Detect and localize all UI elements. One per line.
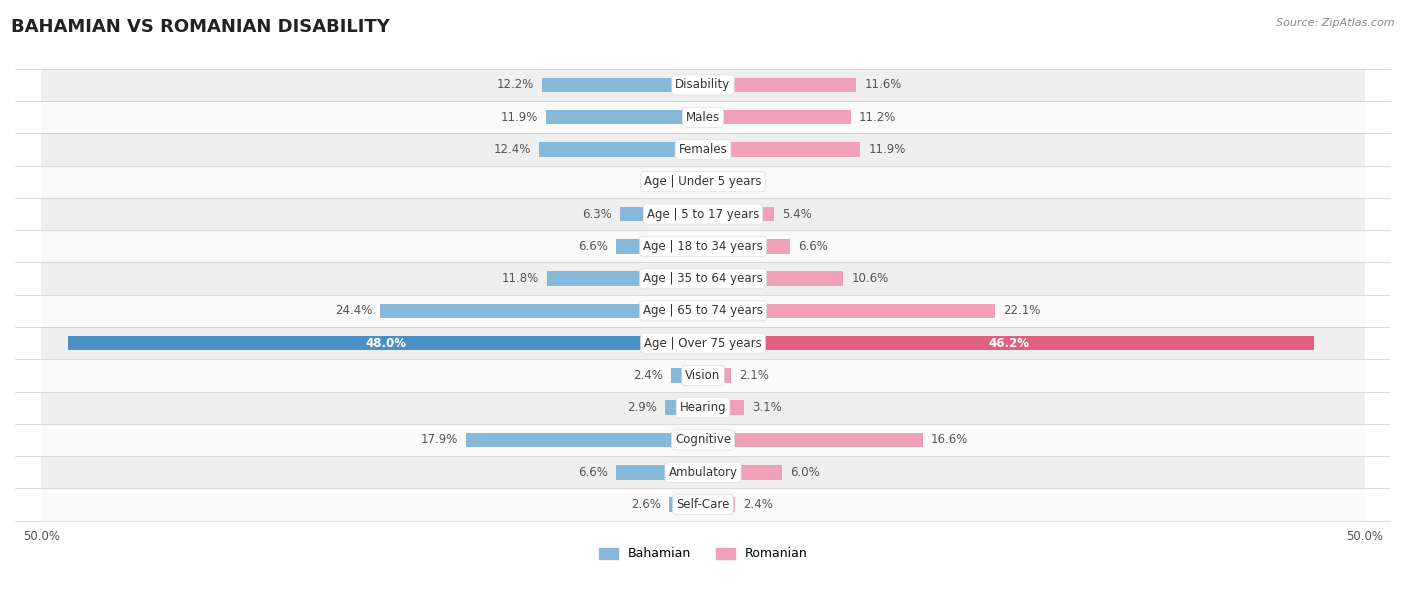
Text: 16.6%: 16.6% — [931, 433, 967, 447]
Text: 11.2%: 11.2% — [859, 111, 897, 124]
Bar — [41, 101, 1365, 133]
Bar — [41, 166, 1365, 198]
Text: Disability: Disability — [675, 78, 731, 91]
Bar — [41, 456, 1365, 488]
Text: 17.9%: 17.9% — [420, 433, 458, 447]
Text: 6.0%: 6.0% — [790, 466, 820, 479]
Text: 10.6%: 10.6% — [851, 272, 889, 285]
Bar — [703, 498, 735, 512]
Text: 2.4%: 2.4% — [742, 498, 772, 511]
Text: Age | 5 to 17 years: Age | 5 to 17 years — [647, 207, 759, 220]
Text: 5.4%: 5.4% — [782, 207, 813, 220]
Text: 6.6%: 6.6% — [578, 466, 607, 479]
Text: 11.9%: 11.9% — [869, 143, 905, 156]
Bar — [703, 110, 851, 124]
Text: 11.9%: 11.9% — [501, 111, 537, 124]
Text: Females: Females — [679, 143, 727, 156]
Bar — [41, 263, 1365, 295]
Text: 2.1%: 2.1% — [738, 369, 769, 382]
Bar — [41, 424, 1365, 456]
Text: Self-Care: Self-Care — [676, 498, 730, 511]
Bar — [467, 433, 703, 447]
Text: 1.3%: 1.3% — [648, 175, 678, 188]
Bar — [703, 142, 860, 157]
Text: Males: Males — [686, 111, 720, 124]
Bar — [41, 359, 1365, 392]
Bar — [41, 69, 1365, 101]
Bar — [380, 304, 703, 318]
Bar — [703, 174, 720, 189]
Text: 6.6%: 6.6% — [578, 240, 607, 253]
Text: Cognitive: Cognitive — [675, 433, 731, 447]
Bar — [703, 271, 844, 286]
Bar — [703, 433, 922, 447]
Bar — [703, 465, 782, 480]
Text: 48.0%: 48.0% — [366, 337, 406, 349]
Legend: Bahamian, Romanian: Bahamian, Romanian — [593, 542, 813, 565]
Bar — [620, 207, 703, 222]
Bar — [41, 198, 1365, 230]
Bar — [41, 392, 1365, 424]
Bar — [703, 304, 995, 318]
Text: 2.6%: 2.6% — [631, 498, 661, 511]
Bar — [538, 142, 703, 157]
Text: 22.1%: 22.1% — [1004, 304, 1040, 318]
Bar — [703, 239, 790, 253]
Text: Age | 65 to 74 years: Age | 65 to 74 years — [643, 304, 763, 318]
Text: Age | 18 to 34 years: Age | 18 to 34 years — [643, 240, 763, 253]
Bar — [546, 110, 703, 124]
Text: 6.6%: 6.6% — [799, 240, 828, 253]
Text: Age | Under 5 years: Age | Under 5 years — [644, 175, 762, 188]
Text: 2.9%: 2.9% — [627, 401, 657, 414]
Text: Age | Over 75 years: Age | Over 75 years — [644, 337, 762, 349]
Bar — [703, 368, 731, 382]
Bar — [547, 271, 703, 286]
Bar — [665, 400, 703, 415]
Text: Vision: Vision — [685, 369, 721, 382]
Text: 12.4%: 12.4% — [494, 143, 531, 156]
Text: 24.4%: 24.4% — [335, 304, 373, 318]
Text: 6.3%: 6.3% — [582, 207, 612, 220]
Bar — [669, 498, 703, 512]
Text: 11.8%: 11.8% — [502, 272, 538, 285]
Bar — [41, 295, 1365, 327]
Bar — [41, 488, 1365, 521]
Bar — [616, 239, 703, 253]
Text: 12.2%: 12.2% — [496, 78, 534, 91]
Bar — [703, 78, 856, 92]
Bar — [703, 207, 775, 222]
Text: BAHAMIAN VS ROMANIAN DISABILITY: BAHAMIAN VS ROMANIAN DISABILITY — [11, 18, 389, 36]
Bar — [41, 327, 1365, 359]
Text: 3.1%: 3.1% — [752, 401, 782, 414]
Bar — [41, 133, 1365, 166]
Bar — [686, 174, 703, 189]
Bar — [671, 368, 703, 382]
Text: 46.2%: 46.2% — [988, 337, 1029, 349]
Bar — [541, 78, 703, 92]
Text: 11.6%: 11.6% — [865, 78, 901, 91]
Bar — [703, 336, 1315, 351]
Text: Ambulatory: Ambulatory — [668, 466, 738, 479]
Bar — [616, 465, 703, 480]
Text: Hearing: Hearing — [679, 401, 727, 414]
Text: Age | 35 to 64 years: Age | 35 to 64 years — [643, 272, 763, 285]
Text: 1.3%: 1.3% — [728, 175, 758, 188]
Bar — [41, 230, 1365, 263]
Bar — [67, 336, 703, 351]
Bar — [703, 400, 744, 415]
Text: 2.4%: 2.4% — [634, 369, 664, 382]
Text: Source: ZipAtlas.com: Source: ZipAtlas.com — [1277, 18, 1395, 28]
